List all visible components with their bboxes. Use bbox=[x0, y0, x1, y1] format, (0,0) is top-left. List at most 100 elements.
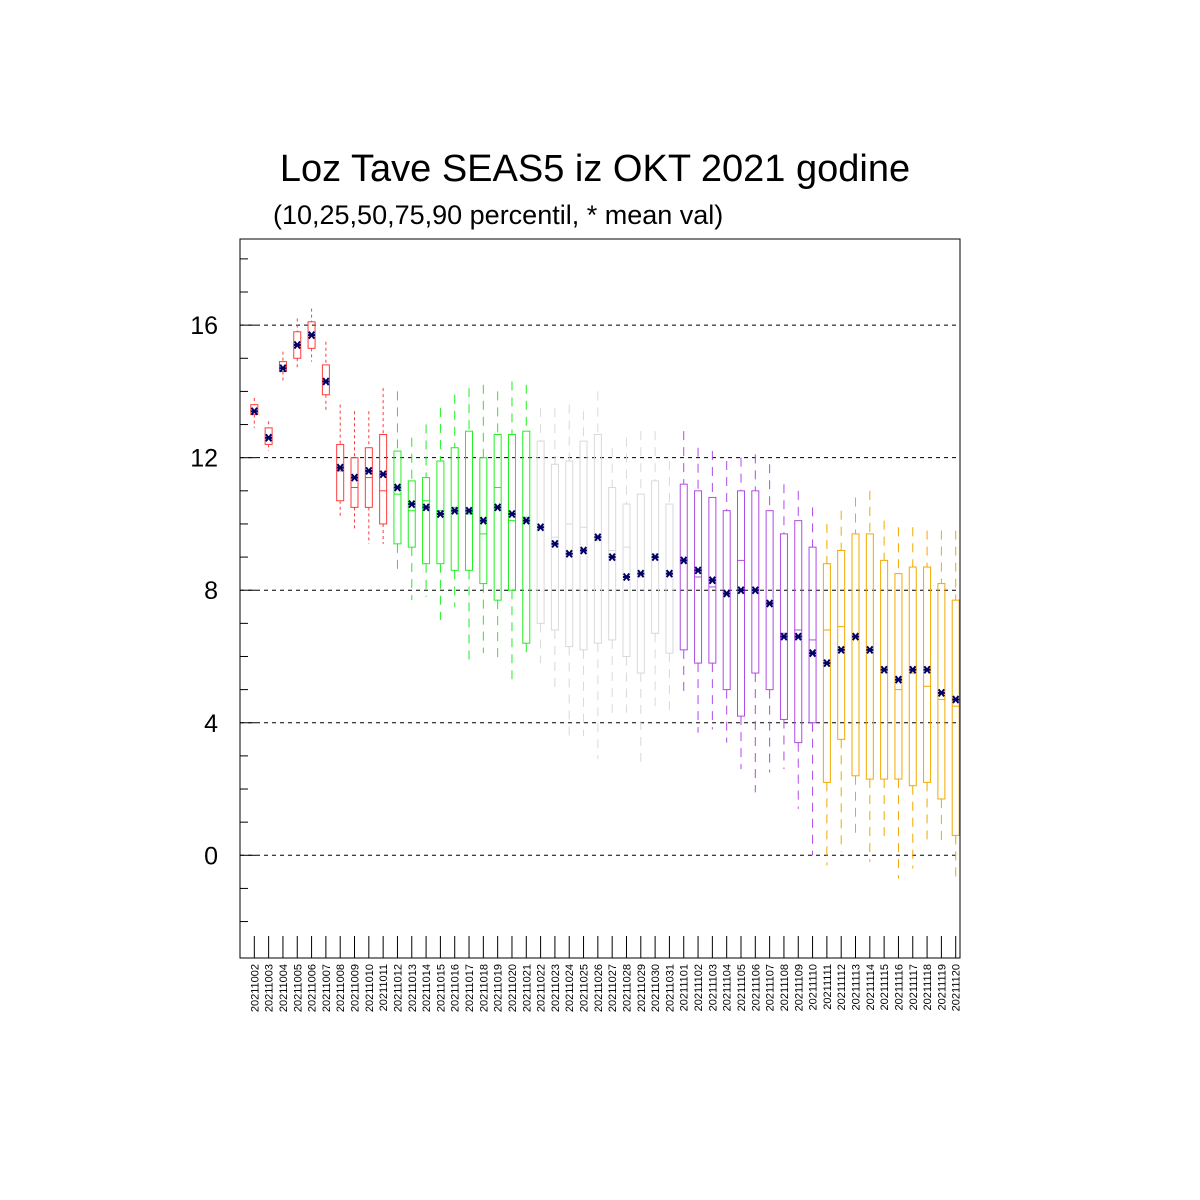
mean-marker bbox=[837, 645, 845, 654]
mean-marker-stroke bbox=[322, 377, 330, 386]
mean-marker bbox=[365, 466, 373, 476]
iqr-box bbox=[321, 364, 330, 396]
x-tick-label: 20211008 bbox=[335, 964, 347, 1012]
mean-marker-stroke bbox=[265, 433, 273, 442]
mean-marker bbox=[766, 599, 774, 608]
mean-marker bbox=[322, 377, 330, 386]
mean-marker-stroke bbox=[350, 473, 359, 482]
mean-marker-stroke bbox=[250, 407, 258, 416]
x-tick-label: 20211120 bbox=[951, 964, 963, 1011]
x-tick-label: 20211117 bbox=[908, 964, 920, 1011]
x-tick-label: 20211019 bbox=[493, 964, 505, 1012]
mean-marker bbox=[465, 506, 473, 515]
mean-marker bbox=[622, 572, 631, 582]
mean-marker-stroke bbox=[665, 569, 674, 578]
mean-marker-stroke bbox=[866, 645, 874, 654]
iqr-box bbox=[908, 566, 917, 787]
mean-marker-stroke bbox=[823, 658, 831, 668]
iqr-box bbox=[550, 463, 559, 631]
x-tick-label: 20211027 bbox=[607, 964, 619, 1012]
mean-marker-stroke bbox=[780, 632, 788, 641]
mean-marker bbox=[565, 549, 573, 558]
mean-marker bbox=[952, 695, 960, 704]
mean-marker bbox=[350, 473, 359, 482]
iqr-box bbox=[450, 447, 459, 571]
mean-marker-stroke bbox=[551, 539, 559, 548]
x-tick-label: 20211022 bbox=[536, 964, 548, 1012]
mean-marker bbox=[379, 470, 387, 479]
iqr-box bbox=[851, 533, 860, 777]
mean-marker bbox=[265, 433, 273, 442]
iqr-box bbox=[379, 433, 388, 525]
x-tick-label: 20211024 bbox=[564, 964, 576, 1012]
x-tick-label: 20211004 bbox=[278, 964, 290, 1012]
mean-marker bbox=[823, 658, 831, 668]
iqr-box bbox=[779, 533, 788, 720]
mean-marker bbox=[808, 649, 817, 658]
x-tick-label: 20211012 bbox=[392, 964, 404, 1012]
mean-marker bbox=[923, 665, 931, 674]
mean-marker bbox=[436, 509, 444, 519]
iqr-box bbox=[951, 599, 960, 836]
iqr-box bbox=[336, 443, 345, 502]
mean-marker bbox=[851, 632, 860, 641]
iqr-box bbox=[593, 433, 602, 644]
iqr-box bbox=[522, 430, 531, 644]
x-tick-label: 20211020 bbox=[507, 964, 519, 1012]
x-tick-label: 20211023 bbox=[550, 964, 562, 1012]
mean-marker-stroke bbox=[393, 483, 402, 492]
iqr-box bbox=[923, 566, 932, 783]
x-tick-label: 20211013 bbox=[407, 964, 419, 1012]
x-tick-label: 20211115 bbox=[879, 964, 891, 1011]
x-tick-label: 20211017 bbox=[464, 964, 476, 1012]
iqr-box bbox=[665, 503, 674, 654]
mean-marker-stroke bbox=[279, 364, 287, 373]
mean-marker-stroke bbox=[794, 632, 802, 641]
mean-marker-stroke bbox=[651, 552, 659, 562]
mean-markers bbox=[250, 330, 960, 704]
mean-marker-stroke bbox=[365, 466, 373, 476]
mean-marker-stroke bbox=[508, 509, 516, 519]
x-tick-label: 20211028 bbox=[621, 964, 633, 1012]
plot-frame bbox=[239, 238, 961, 959]
mean-marker bbox=[894, 675, 903, 684]
mean-marker bbox=[794, 632, 802, 641]
mean-marker bbox=[537, 523, 545, 532]
mean-marker bbox=[594, 533, 602, 542]
iqr-box bbox=[837, 549, 846, 740]
iqr-box bbox=[679, 483, 688, 651]
iqr-box bbox=[407, 480, 416, 548]
mean-marker-stroke bbox=[479, 516, 487, 525]
iqr-box bbox=[865, 533, 874, 780]
mean-marker bbox=[408, 499, 416, 509]
mean-marker bbox=[250, 407, 258, 416]
box-plots bbox=[250, 308, 960, 879]
mean-marker-stroke bbox=[422, 503, 430, 512]
x-tick-label: 20211002 bbox=[249, 964, 261, 1012]
iqr-box bbox=[493, 433, 502, 601]
mean-marker-stroke bbox=[851, 632, 860, 641]
x-tick-label: 20211112 bbox=[836, 964, 848, 1011]
mean-marker bbox=[393, 483, 402, 492]
mean-marker-stroke bbox=[436, 509, 444, 519]
mean-marker-stroke bbox=[408, 499, 416, 509]
x-tick-label: 20211006 bbox=[307, 964, 319, 1012]
x-tick-label: 20211105 bbox=[736, 964, 748, 1011]
mean-marker-stroke bbox=[594, 533, 602, 542]
mean-marker-stroke bbox=[465, 506, 473, 515]
mean-marker bbox=[336, 463, 344, 472]
x-tick-label: 20211106 bbox=[750, 964, 762, 1011]
mean-marker-stroke bbox=[637, 569, 645, 578]
mean-marker-stroke bbox=[937, 688, 945, 698]
iqr-box bbox=[465, 430, 474, 571]
mean-marker-stroke bbox=[293, 340, 301, 350]
x-tick-label: 20211113 bbox=[851, 964, 863, 1011]
x-tick-label: 20211005 bbox=[292, 964, 304, 1012]
mean-marker-stroke bbox=[909, 665, 917, 674]
iqr-box bbox=[608, 487, 617, 641]
x-tick-label: 20211025 bbox=[579, 964, 591, 1012]
mean-marker-stroke bbox=[451, 506, 459, 515]
mean-marker bbox=[508, 509, 516, 519]
mean-marker-stroke bbox=[837, 645, 845, 654]
x-tick-label: 20211021 bbox=[521, 964, 533, 1012]
